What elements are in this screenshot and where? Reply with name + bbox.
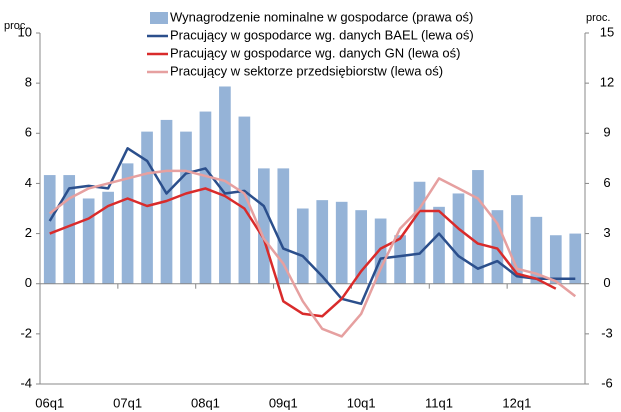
bar (258, 168, 270, 284)
line (48, 147, 576, 306)
line (48, 169, 577, 338)
line (49, 187, 557, 318)
y2-tick-label: 0 (603, 275, 610, 290)
bar (82, 198, 95, 284)
bar (530, 216, 543, 284)
bar (433, 206, 445, 284)
bar (121, 163, 134, 284)
x-tick-label: 11q1 (425, 395, 453, 410)
bar (316, 200, 329, 284)
x-tick-label: 10q1 (347, 395, 376, 410)
bar (43, 175, 56, 284)
bar (394, 235, 406, 284)
bar (491, 210, 504, 284)
y-tick-label: 0 (25, 275, 32, 290)
x-tick-label: 06q1 (35, 395, 64, 410)
x-tick-label: 07q1 (113, 395, 142, 410)
y2-tick-label: -6 (601, 375, 613, 390)
bar (452, 193, 465, 284)
y-tick-label: -2 (20, 325, 32, 340)
bar (335, 201, 348, 284)
bar (102, 191, 114, 284)
y2-tick-label: 12 (600, 75, 614, 90)
x-tick-label: 08q1 (191, 395, 220, 410)
legend-label: Pracujący w gospodarce wg. danych GN (le… (170, 45, 460, 60)
bar (511, 195, 523, 284)
y-tick-label: 8 (25, 75, 32, 90)
x-tick-label: 12q1 (502, 395, 531, 410)
y-tick-label: 10 (18, 24, 32, 39)
bar (355, 210, 367, 284)
y2-tick-label: 15 (600, 24, 614, 39)
bar (374, 218, 387, 284)
legend-label: Pracujący w gospodarce wg. danych BAEL (… (170, 27, 474, 42)
bar (199, 111, 212, 284)
y2-tick-label: -3 (601, 325, 613, 340)
bar (277, 168, 290, 284)
y-tick-label: -4 (20, 375, 32, 390)
x-tick-label: 09q1 (269, 395, 298, 410)
bar (569, 233, 582, 284)
bar (63, 175, 76, 284)
legend-swatch (150, 12, 168, 24)
y2-axis-label: proc. (586, 12, 610, 24)
y-tick-label: 4 (25, 175, 32, 190)
bar (219, 86, 231, 284)
bar (238, 116, 251, 284)
y2-tick-label: 6 (603, 175, 610, 190)
bar (141, 131, 153, 284)
bar (549, 235, 562, 284)
y-tick-label: 6 (25, 125, 32, 140)
y2-tick-label: 3 (603, 225, 610, 240)
bar (180, 131, 192, 284)
bar (296, 208, 309, 284)
y2-tick-label: 9 (603, 125, 610, 140)
bar (413, 181, 426, 284)
legend-label: Wynagrodzenie nominalne w gospodarce (pr… (170, 9, 473, 24)
bar (472, 170, 484, 284)
y-tick-label: 2 (25, 225, 32, 240)
legend-label: Pracujący w sektorze przedsiębiorstw (le… (170, 63, 443, 78)
y-axis-label: proc. (4, 20, 28, 32)
